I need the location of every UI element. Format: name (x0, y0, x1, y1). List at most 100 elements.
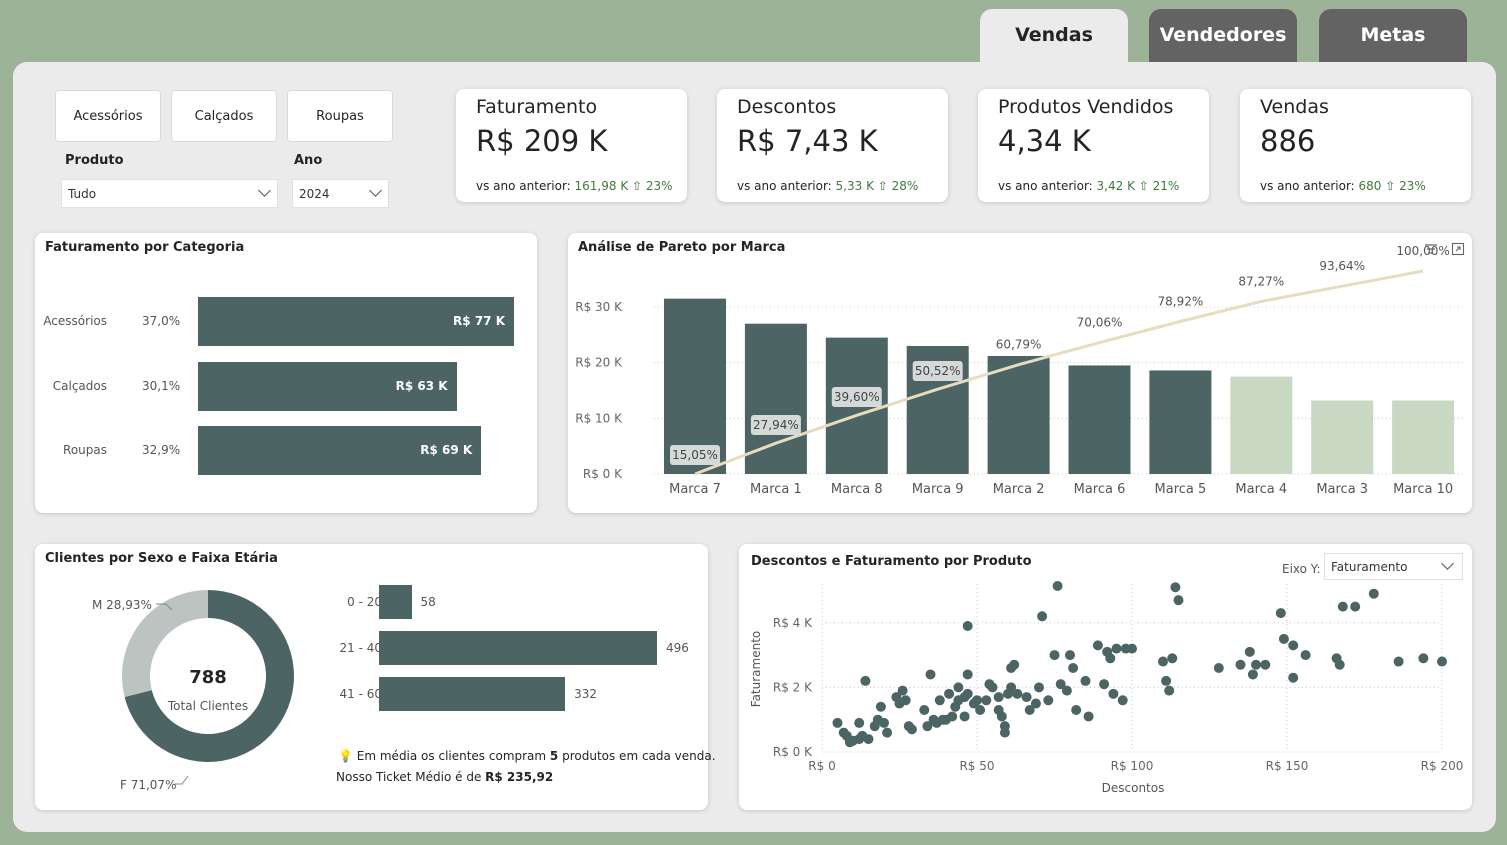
pareto-bar[interactable] (1392, 400, 1455, 474)
scatter-point[interactable] (1437, 656, 1447, 667)
scatter-point[interactable] (906, 724, 917, 735)
filter-icon[interactable] (1424, 242, 1438, 256)
scatter-point[interactable] (1288, 672, 1299, 683)
age-bar[interactable] (379, 585, 412, 619)
scatter-point[interactable] (1173, 595, 1184, 606)
scatter-point[interactable] (981, 695, 992, 706)
scatter-point[interactable] (953, 682, 964, 693)
scatter-point[interactable] (944, 688, 955, 699)
scatter-point[interactable] (1037, 611, 1048, 622)
scatter-point[interactable] (962, 688, 973, 699)
scatter-point[interactable] (854, 717, 865, 728)
scatter-point[interactable] (1092, 640, 1103, 651)
scatter-point[interactable] (1251, 659, 1261, 670)
scatter-point[interactable] (1006, 682, 1017, 693)
scatter-point[interactable] (860, 675, 871, 686)
scatter-point[interactable] (1275, 608, 1286, 619)
pareto-bar[interactable] (664, 298, 726, 474)
scatter-point[interactable] (1170, 582, 1181, 593)
scatter-point[interactable] (1235, 659, 1246, 670)
pareto-bar[interactable] (987, 355, 1050, 474)
scatter-point[interactable] (934, 695, 945, 706)
scatter-point[interactable] (1083, 711, 1094, 722)
scatter-point[interactable] (947, 711, 958, 722)
pareto-bar[interactable] (1311, 400, 1374, 474)
pareto-bar[interactable] (1230, 376, 1293, 474)
scatter-point[interactable] (999, 727, 1010, 738)
age-bar[interactable] (379, 631, 657, 665)
scatter-point[interactable] (1158, 656, 1168, 667)
scatter-point[interactable] (993, 692, 1004, 703)
scatter-point[interactable] (1108, 688, 1119, 699)
scatter-point[interactable] (959, 711, 970, 722)
scatter-point[interactable] (919, 705, 930, 715)
produto-dropdown[interactable]: Tudo (61, 179, 278, 208)
scatter-point[interactable] (882, 727, 893, 738)
scatter-point[interactable] (1021, 692, 1032, 703)
categoria-bar[interactable]: R$ 63 K (198, 361, 457, 411)
filter-button-calcados[interactable]: Calçados (171, 90, 277, 142)
scatter-point[interactable] (1055, 679, 1066, 690)
tab-metas[interactable]: Metas (1319, 9, 1467, 69)
scatter-point[interactable] (1213, 663, 1224, 673)
scatter-point[interactable] (1065, 650, 1075, 661)
filter-button-acessorios[interactable]: Acessórios (55, 90, 161, 142)
scatter-point[interactable] (925, 669, 936, 680)
scatter-point[interactable] (1009, 659, 1020, 670)
scatter-point[interactable] (1034, 682, 1044, 693)
scatter-point[interactable] (987, 682, 998, 693)
scatter-point[interactable] (996, 711, 1007, 722)
categoria-bar[interactable]: R$ 77 K (198, 297, 514, 346)
scatter-point[interactable] (1105, 653, 1116, 664)
scatter-point[interactable] (1043, 695, 1054, 706)
scatter-point[interactable] (1111, 643, 1122, 654)
age-bar[interactable] (379, 677, 566, 711)
pareto-bar[interactable] (744, 323, 807, 474)
scatter-point[interactable] (1393, 656, 1404, 667)
scatter-point[interactable] (1161, 675, 1172, 686)
scatter-point[interactable] (879, 717, 889, 728)
scatter-point[interactable] (975, 705, 986, 715)
scatter-point[interactable] (1244, 646, 1255, 657)
scatter-point[interactable] (897, 685, 908, 696)
scatter-point[interactable] (1337, 601, 1348, 612)
scatter-point[interactable] (900, 695, 911, 706)
scatter-point[interactable] (1247, 669, 1258, 680)
scatter-point[interactable] (1164, 685, 1175, 696)
scatter-point[interactable] (962, 621, 973, 631)
scatter-point[interactable] (1334, 659, 1345, 670)
scatter-point[interactable] (1260, 659, 1271, 670)
scatter-point[interactable] (1052, 581, 1063, 591)
scatter-point[interactable] (1061, 685, 1072, 696)
scatter-point[interactable] (1099, 679, 1110, 690)
pareto-bar[interactable] (1149, 370, 1212, 474)
scatter-point[interactable] (962, 669, 973, 680)
focus-mode-icon[interactable] (1451, 242, 1465, 256)
donut-slice[interactable] (124, 590, 295, 762)
scatter-point[interactable] (863, 734, 874, 745)
scatter-point[interactable] (1127, 643, 1137, 654)
scatter-point[interactable] (922, 721, 933, 732)
scatter-point[interactable] (1288, 640, 1299, 651)
scatter-point[interactable] (1350, 601, 1361, 612)
scatter-point[interactable] (1049, 650, 1060, 661)
scatter-point[interactable] (1030, 698, 1041, 709)
pareto-bar[interactable] (1068, 365, 1131, 474)
scatter-point[interactable] (1012, 688, 1023, 699)
categoria-bar[interactable]: R$ 69 K (198, 426, 482, 475)
scatter-point[interactable] (1068, 663, 1079, 673)
scatter-point[interactable] (1278, 633, 1289, 644)
scatter-point[interactable] (1117, 695, 1128, 706)
scatter-point[interactable] (1080, 675, 1091, 686)
scatter-point[interactable] (972, 695, 982, 706)
ano-dropdown[interactable]: 2024 (292, 179, 389, 208)
scatter-point[interactable] (1167, 653, 1178, 664)
filter-button-roupas[interactable]: Roupas (287, 90, 393, 142)
donut-slice[interactable] (122, 590, 208, 698)
scatter-point[interactable] (1071, 705, 1082, 715)
tab-vendedores[interactable]: Vendedores (1149, 9, 1297, 69)
scatter-point[interactable] (1024, 705, 1035, 715)
eixo-y-dropdown[interactable]: Faturamento (1324, 553, 1463, 580)
scatter-point[interactable] (1300, 650, 1311, 661)
scatter-point[interactable] (1418, 653, 1429, 664)
